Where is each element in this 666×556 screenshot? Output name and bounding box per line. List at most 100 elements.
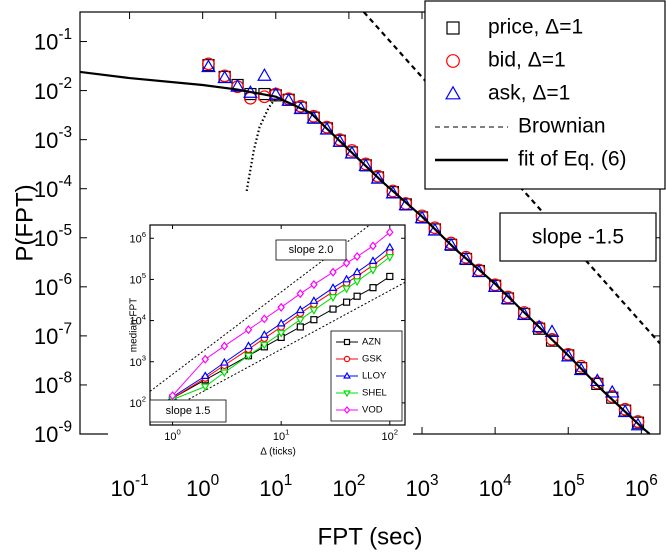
series-line [362,12,660,345]
annotation: slope -1.5 [532,226,624,249]
series-line [80,70,651,434]
legend-label: VOD [362,405,383,416]
y-axis-label: P(FPT) [11,184,38,261]
y-tick-label: 10-8 [34,369,72,398]
reference-label: slope 2.0 [289,244,334,256]
marker [345,144,359,157]
marker [631,415,645,428]
marker [353,292,361,300]
x-tick-label: 103 [405,472,438,501]
legend-label: LLOY [362,371,387,382]
x-tick-label: 100 [186,472,219,501]
reference-label: slope 1.5 [166,405,211,417]
marker [427,222,443,236]
marker [320,120,334,134]
x-tick-label: 102 [332,472,365,501]
y-tick-label: 10-6 [34,271,72,300]
marker [257,68,272,81]
x-tick-label: 102 [382,428,399,443]
marker [218,69,232,83]
marker [343,355,351,363]
marker [446,21,460,35]
x-tick-label: 100 [164,428,181,443]
marker [488,278,502,292]
marker [385,254,395,262]
marker [310,280,318,290]
marker [516,306,532,320]
marker [244,325,253,335]
y-tick-label: 10-7 [34,320,72,349]
plot-frame [149,224,406,426]
plot-area [150,225,405,421]
y-tick-label: 10-1 [34,26,72,55]
marker [243,352,253,361]
marker [604,384,620,398]
marker [343,406,351,414]
marker [443,237,459,251]
marker [385,242,395,251]
marker [344,145,360,159]
marker [459,250,473,264]
marker [219,357,229,366]
marker [329,305,337,313]
marker [352,278,362,287]
marker [573,362,589,376]
marker [296,323,304,331]
marker [359,157,373,171]
legend-label: bid, Δ=1 [488,49,566,72]
marker [259,330,269,338]
marker [385,185,401,199]
marker [295,305,305,314]
y-tick-label: 10-5 [34,222,72,251]
x-tick-label: 106 [625,472,658,501]
marker [276,329,286,338]
marker [343,390,351,398]
y-tick-label: 104 [129,312,146,327]
marker [444,236,458,250]
marker [531,319,547,333]
marker [202,57,215,71]
y-tick-label: 10-2 [34,75,72,104]
marker [332,134,348,147]
marker [544,324,560,337]
marker [220,341,229,351]
marker [307,109,321,123]
marker [260,314,269,324]
reference-label-box [275,239,347,261]
marker [560,348,576,362]
marker [369,241,377,251]
marker [219,369,229,378]
y-tick-label: 10-4 [34,173,73,202]
marker [369,284,377,292]
marker [309,296,319,304]
marker [352,267,362,276]
y-tick-label: 10-3 [34,124,72,153]
marker [296,289,305,299]
marker [333,133,347,147]
reference-line [150,225,371,392]
marker [342,298,351,306]
marker [329,267,337,277]
marker [342,285,352,294]
marker [342,274,352,283]
legend-label: price, Δ=1 [488,16,583,39]
marker [342,258,351,268]
legend-label: SHEL [362,388,387,399]
marker [277,302,285,312]
marker [201,59,216,73]
marker [358,158,374,172]
plot-area [80,12,660,434]
marker [428,221,442,235]
marker [310,316,318,324]
marker [618,402,632,416]
y-axis-label: median FPT [129,298,140,352]
x-tick-label: 105 [552,472,585,501]
y-tick-label: 106 [129,230,146,245]
marker [446,54,460,68]
marker [415,209,429,223]
marker [276,318,286,327]
marker [281,92,297,106]
x-tick-label: 101 [259,472,292,501]
marker [268,87,284,100]
marker [328,283,338,291]
